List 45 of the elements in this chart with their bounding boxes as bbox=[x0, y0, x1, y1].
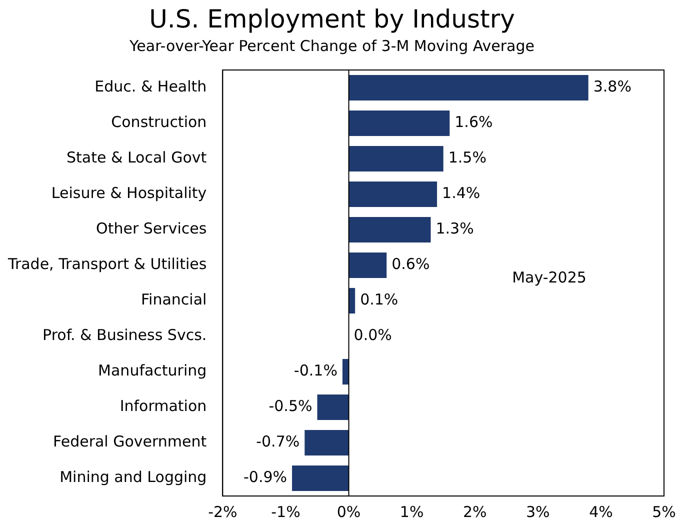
bar bbox=[348, 216, 431, 243]
bar bbox=[317, 394, 349, 420]
x-tick-label: 4% bbox=[589, 502, 613, 521]
y-tick-label: Information bbox=[120, 397, 207, 416]
bar bbox=[342, 358, 349, 385]
data-label: -0.7% bbox=[256, 432, 300, 451]
data-label: 1.6% bbox=[454, 113, 493, 132]
x-tick-label: 2% bbox=[462, 502, 487, 521]
chart-title: U.S. Employment by Industry bbox=[149, 4, 516, 34]
bar bbox=[348, 146, 444, 172]
x-tick-label: 1% bbox=[400, 502, 424, 521]
y-tick-label: Manufacturing bbox=[98, 362, 207, 380]
data-label: -0.5% bbox=[268, 397, 312, 416]
y-tick-label: Leisure & Hospitality bbox=[51, 184, 207, 202]
y-tick-label: Other Services bbox=[96, 220, 207, 238]
x-tick-label: 5% bbox=[652, 502, 676, 521]
bar bbox=[348, 181, 438, 208]
bar bbox=[348, 252, 387, 278]
y-tick-label: Mining and Logging bbox=[60, 468, 207, 486]
chart-subtitle: Year-over-Year Percent Change of 3-M Moving Average bbox=[128, 36, 534, 55]
y-tick-label: Federal Government bbox=[53, 432, 207, 451]
data-label: 0.0% bbox=[354, 326, 392, 344]
bar bbox=[348, 110, 450, 136]
data-label: 1.3% bbox=[436, 220, 474, 238]
data-label: 0.6% bbox=[392, 255, 430, 274]
bar bbox=[292, 465, 349, 492]
data-label: 1.4% bbox=[442, 184, 480, 202]
y-tick-label: Construction bbox=[111, 113, 207, 132]
y-tick-label: Prof. & Business Svcs. bbox=[42, 326, 207, 344]
bar bbox=[304, 430, 349, 456]
x-tick-label: -1% bbox=[271, 502, 300, 521]
data-label: 3.8% bbox=[593, 78, 632, 96]
data-label: 0.1% bbox=[360, 290, 398, 309]
bar bbox=[348, 74, 588, 101]
x-tick-label: 3% bbox=[526, 502, 550, 521]
x-tick-label: -2% bbox=[208, 502, 238, 521]
x-tick-label: 0% bbox=[336, 502, 361, 521]
y-tick-label: Trade, Transport & Utilities bbox=[6, 255, 207, 274]
annotation: May-2025 bbox=[512, 268, 586, 287]
y-tick-label: State & Local Govt bbox=[66, 148, 207, 167]
data-label: 1.5% bbox=[448, 148, 486, 167]
y-tick-label: Financial bbox=[140, 290, 207, 309]
y-tick-label: Educ. & Health bbox=[94, 78, 207, 96]
data-label: -0.9% bbox=[243, 468, 288, 486]
data-label: -0.1% bbox=[294, 362, 338, 380]
